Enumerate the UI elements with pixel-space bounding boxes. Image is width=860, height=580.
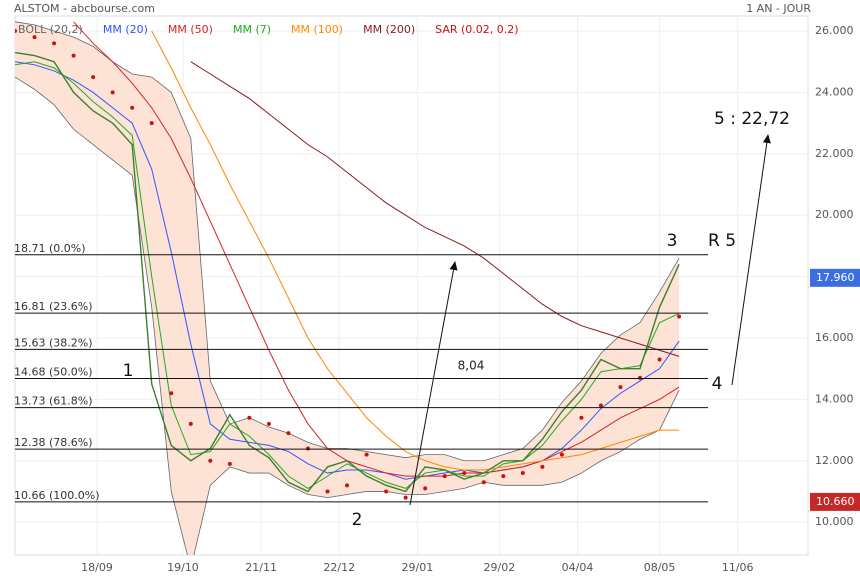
sar-dot — [559, 452, 564, 457]
sar-dot — [618, 385, 623, 390]
level-label: 10.66 (100.0%) — [14, 489, 100, 502]
sar-dot — [481, 480, 486, 485]
annotation: 1 — [123, 361, 134, 381]
y-tick-label: 10.000 — [815, 515, 854, 528]
legend-entry: SAR (0.02, 0.2) — [435, 23, 518, 36]
level-label: 15.63 (38.2%) — [14, 336, 93, 349]
sar-dot — [71, 53, 76, 58]
legend-entry: BOLL (20,2) — [18, 23, 83, 36]
y-tick-label: 14.000 — [815, 392, 854, 405]
x-tick-label: 11/06 — [722, 561, 754, 574]
annotation: 4 — [712, 374, 723, 394]
sar-dot — [130, 105, 135, 110]
ma-line — [190, 61, 680, 357]
x-tick-label: 21/11 — [245, 561, 277, 574]
sar-dot — [638, 375, 643, 380]
sar-dot — [579, 415, 584, 420]
sar-dot — [227, 461, 232, 466]
sar-dot — [169, 391, 174, 396]
ma-line — [73, 21, 680, 477]
sar-dot — [462, 471, 467, 476]
band-lower — [15, 76, 680, 555]
ma-line — [15, 61, 680, 480]
x-tick-label: 04/04 — [562, 561, 594, 574]
legend-entry: MM (200) — [363, 23, 415, 36]
sar-dot — [403, 495, 408, 500]
price-label: 10.660 — [816, 495, 855, 508]
sar-dot — [657, 357, 662, 362]
sar-dot — [52, 41, 57, 46]
sar-dot — [540, 464, 545, 469]
level-label: 14.68 (50.0%) — [14, 366, 93, 379]
arrow — [731, 134, 771, 386]
price-line — [15, 51, 680, 493]
sar-dot — [598, 403, 603, 408]
ma-line — [151, 30, 680, 471]
sar-dot — [520, 471, 525, 476]
plot — [15, 16, 808, 555]
sar-dot — [149, 121, 154, 126]
sar-dot — [325, 489, 330, 494]
x-tick-label: 19/10 — [167, 561, 199, 574]
y-tick-label: 16.000 — [815, 331, 854, 344]
legend-entry: MM (20) — [103, 23, 148, 36]
legend-entry: MM (100) — [291, 23, 343, 36]
level-label: 18.71 (0.0%) — [14, 242, 86, 255]
sar-dot — [364, 452, 369, 457]
sar-dot — [247, 415, 252, 420]
sar-dot — [286, 431, 291, 436]
price-label: 17.960 — [816, 271, 855, 284]
sar-dot — [15, 29, 17, 34]
y-tick-label: 24.000 — [815, 85, 854, 98]
sar-dot — [442, 474, 447, 479]
sar-dot — [305, 446, 310, 451]
y-tick-label: 22.000 — [815, 147, 854, 160]
sar-dot — [423, 486, 428, 491]
arrow — [409, 261, 458, 506]
x-tick-label: 29/02 — [484, 561, 516, 574]
sar-dot — [345, 483, 350, 488]
x-tick-label: 22/12 — [323, 561, 355, 574]
plot-frame — [14, 15, 809, 556]
y-tick-label: 12.000 — [815, 454, 854, 467]
x-tick-label: 08/05 — [644, 561, 676, 574]
period: 1 AN - JOUR — [746, 2, 811, 15]
band-fill — [15, 21, 680, 555]
level-label: 12.38 (78.6%) — [14, 436, 93, 449]
sar-dot — [32, 35, 37, 40]
sar-dot — [501, 474, 506, 479]
price-box — [810, 492, 860, 511]
annotation: 2 — [352, 510, 363, 530]
sar-dot — [208, 458, 213, 463]
annotation: 3 — [667, 231, 678, 251]
sar-dot — [677, 314, 682, 319]
legend-entry: MM (50) — [168, 23, 213, 36]
y-tick-label: 20.000 — [815, 208, 854, 221]
sar-dot — [188, 421, 193, 426]
x-tick-label: 29/01 — [402, 561, 434, 574]
annotation: 8,04 — [458, 359, 485, 373]
ma-line — [15, 61, 680, 489]
sar-dot — [110, 90, 115, 95]
legend-entry: MM (7) — [233, 23, 271, 36]
sar-dot — [266, 421, 271, 426]
sar-dot — [384, 489, 389, 494]
x-tick-label: 18/09 — [81, 561, 113, 574]
level-label: 13.73 (61.8%) — [14, 395, 93, 408]
y-tick-label: 26.000 — [815, 24, 854, 37]
chart-title: ALSTOM - abcbourse.com — [14, 2, 155, 15]
annotation: 5 : 22,72 — [714, 109, 790, 129]
sar-dot — [91, 75, 96, 80]
annotation: R 5 — [708, 231, 736, 251]
band-upper — [15, 21, 680, 462]
price-box — [810, 268, 860, 287]
level-label: 16.81 (23.6%) — [14, 300, 93, 313]
